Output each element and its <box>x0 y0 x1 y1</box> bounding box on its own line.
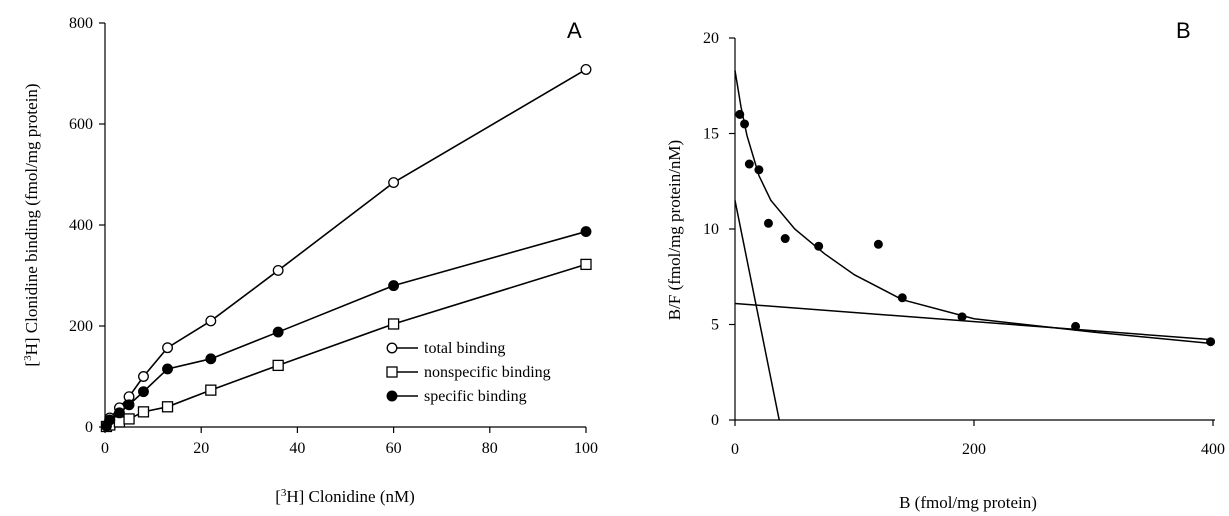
panel-a-x-axis-title: [3H] Clonidine (nM) <box>275 487 415 506</box>
legend-nonspecific-binding-marker <box>386 366 398 378</box>
panel-a-x-tick-label: 20 <box>193 440 209 457</box>
legend-specific-binding-label: specific binding <box>424 388 527 405</box>
panel-b-y-tick-label: 10 <box>703 221 719 238</box>
specific-binding-line <box>105 230 587 427</box>
panel-a-y-axis-title: [3H] Clonidine binding (fmol/mg protein) <box>22 83 41 366</box>
specific-binding-point <box>138 386 149 398</box>
panel-b-y-tick-label: 0 <box>711 412 719 429</box>
panel-a-y-tick-label: 400 <box>69 217 93 234</box>
nonspecific-binding-point <box>580 258 592 271</box>
specific-binding-point <box>113 407 125 419</box>
legend-nonspecific-binding-label: nonspecific binding <box>424 364 551 381</box>
high-affinity-line <box>734 200 780 421</box>
panel-a-chart: 0 20 40 60 80 100 0 200 400 600 800 A [3H] Clonidi… <box>22 15 598 506</box>
panel-b-y-tick-label: 5 <box>711 317 719 334</box>
total-binding-point <box>162 342 173 354</box>
panel-a-y-tick-label: 200 <box>69 318 93 335</box>
specific-binding-point <box>272 326 284 338</box>
nonspecific-binding-point <box>113 416 126 428</box>
scatchard-point <box>1206 337 1216 347</box>
scatchard-point <box>735 109 745 119</box>
panel-a-y-tick-label: 800 <box>69 15 93 32</box>
panel-b-x-tick-label: 200 <box>962 441 986 458</box>
nonspecific-binding-point <box>205 384 217 396</box>
panel-a-y-tick-label: 0 <box>85 419 93 436</box>
panel-a-x-tick-label: 80 <box>482 440 498 457</box>
scatchard-point <box>780 234 790 244</box>
total-binding-point <box>580 64 592 75</box>
nonspecific-binding-point <box>272 359 284 372</box>
panel-a-x-tick-label: 40 <box>289 440 305 457</box>
scatchard-point <box>763 218 773 228</box>
specific-binding-point <box>162 363 173 375</box>
specific-binding-point <box>104 414 116 426</box>
panel-b-label: B <box>1176 18 1191 43</box>
legend-specific-binding-marker <box>386 390 398 402</box>
nonspecific-binding-point <box>161 401 174 413</box>
scatchard-point <box>873 239 883 249</box>
panel-a-x-tick-label: 0 <box>101 440 109 457</box>
specific-binding-point <box>205 353 217 365</box>
scatchard-point <box>897 293 907 303</box>
nonspecific-binding-point <box>387 318 400 330</box>
panel-a-legend: total binding nonspecific binding specific… <box>386 340 551 405</box>
panel-b-y-axis-title: B/F (fmol/mg protein/nM) <box>665 140 684 320</box>
panel-a-y-tick-label: 600 <box>69 116 93 133</box>
total-binding-point <box>205 315 217 327</box>
panel-a-x-tick-label: 60 <box>386 440 402 457</box>
panel-b-x-tick-label: 400 <box>1201 441 1225 458</box>
low-affinity-line <box>734 302 1214 341</box>
total-binding-point <box>138 371 149 382</box>
panel-b-y-tick-label: 20 <box>703 30 719 47</box>
specific-binding-point <box>123 399 135 411</box>
specific-binding-point <box>580 226 592 238</box>
legend-total-binding-marker <box>386 342 398 354</box>
scatchard-point <box>814 241 824 251</box>
scatchard-point <box>1071 321 1081 331</box>
scatchard-point <box>957 312 967 322</box>
scatchard-point <box>754 165 764 175</box>
nonspecific-binding-point <box>123 413 135 425</box>
total-binding-point <box>272 265 284 276</box>
two-site-fit-curve <box>734 70 1214 345</box>
legend-total-binding-label: total binding <box>424 340 505 357</box>
panel-b-x-axis-title: B (fmol/mg protein) <box>899 493 1037 512</box>
nonspecific-binding-point <box>137 406 150 418</box>
panel-a-x-tick-label: 100 <box>574 440 598 457</box>
specific-binding-point <box>388 280 400 292</box>
panel-b-chart: 0 200 400 0 5 10 15 20 B B/F (fmol/mg protein/n… <box>665 18 1225 512</box>
panel-a-label: A <box>567 18 582 43</box>
panel-b-y-tick-label: 15 <box>703 126 719 143</box>
scatchard-point <box>744 159 754 169</box>
scatchard-point <box>740 119 750 129</box>
total-binding-point <box>388 177 400 189</box>
panel-b-x-tick-label: 0 <box>731 441 739 458</box>
